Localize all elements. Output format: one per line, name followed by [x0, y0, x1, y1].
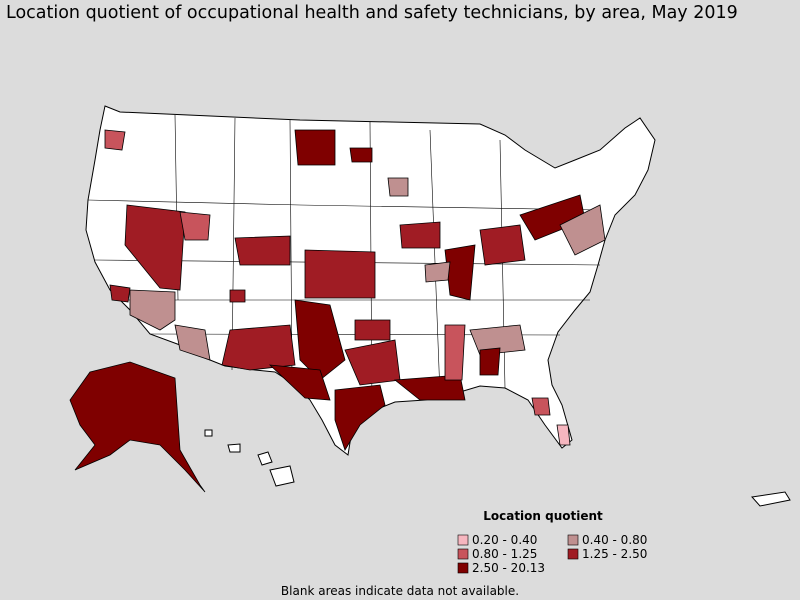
regions	[69, 129, 606, 493]
region	[104, 129, 126, 151]
legend-swatch	[457, 548, 469, 560]
region	[174, 324, 211, 361]
legend-label: 0.40 - 0.80	[582, 533, 647, 547]
legend: Location quotient 0.20 - 0.40 0.40 - 0.80…	[457, 509, 647, 575]
region	[129, 289, 176, 331]
region	[69, 361, 206, 493]
region	[559, 204, 606, 256]
region	[304, 249, 376, 299]
region	[387, 177, 409, 197]
legend-label: 0.20 - 0.40	[472, 533, 537, 547]
region	[556, 424, 571, 446]
region	[424, 261, 451, 283]
region	[349, 147, 373, 163]
region	[444, 244, 476, 301]
legend-label: 2.50 - 20.13	[472, 561, 545, 575]
region	[234, 235, 291, 266]
region	[294, 129, 336, 166]
legend-swatch	[567, 548, 579, 560]
legend-swatch	[457, 562, 469, 574]
footnote: Blank areas indicate data not available.	[281, 584, 519, 598]
region	[124, 204, 186, 291]
region	[531, 397, 551, 416]
region	[221, 324, 296, 371]
region	[109, 284, 131, 303]
islands	[204, 429, 791, 507]
legend-swatch	[567, 534, 579, 546]
legend-swatch	[457, 534, 469, 546]
region	[469, 324, 526, 356]
region	[444, 324, 466, 381]
region	[268, 364, 331, 401]
region	[399, 221, 441, 249]
legend-label: 0.80 - 1.25	[472, 547, 537, 561]
region	[334, 384, 386, 451]
region	[479, 347, 501, 376]
legend-title: Location quotient	[483, 509, 603, 523]
region	[354, 319, 391, 341]
region	[294, 299, 346, 381]
map-title: Location quotient of occupational health…	[6, 3, 738, 23]
region	[479, 224, 526, 266]
legend-label: 1.25 - 2.50	[582, 547, 647, 561]
region	[393, 374, 466, 401]
region	[179, 211, 211, 241]
region	[229, 289, 246, 303]
